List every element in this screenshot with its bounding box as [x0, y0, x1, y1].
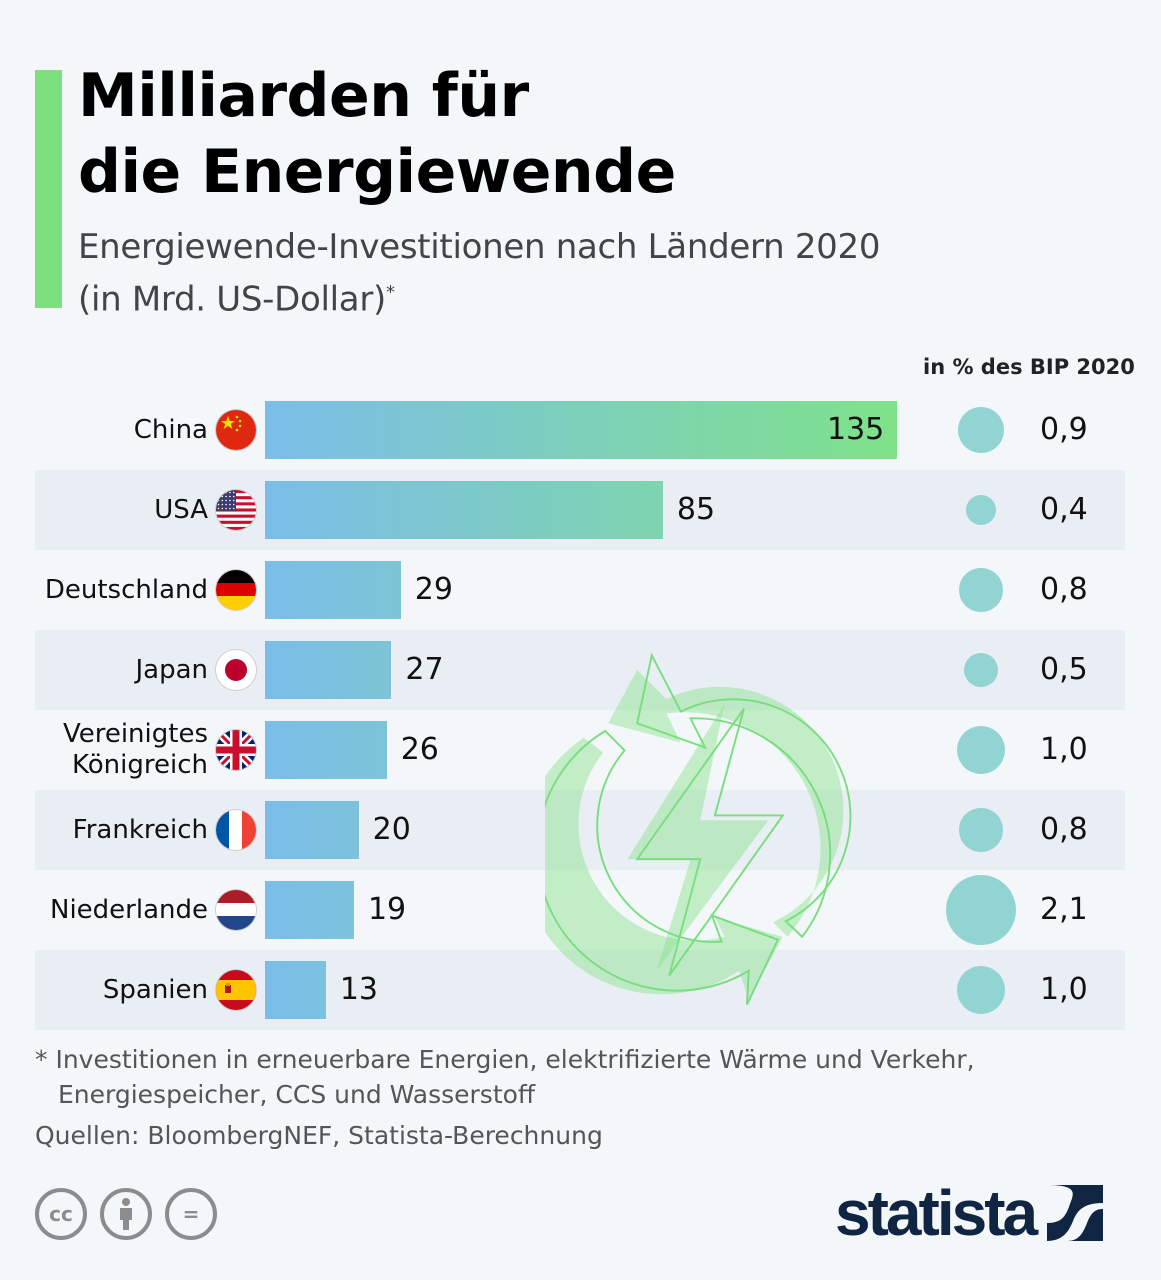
accent-bar — [35, 70, 62, 308]
country-label: Frankreich — [72, 814, 208, 845]
bar-value-label: 26 — [400, 732, 439, 767]
title-line-2: die Energiewende — [78, 137, 676, 207]
bar-value-label: 19 — [367, 892, 407, 927]
gdp-percent-label: 2,1 — [1040, 892, 1088, 927]
cc-label: cc — [49, 1202, 73, 1226]
gdp-percent-header: in % des BIP 2020 — [923, 355, 1135, 379]
subtitle-footnote-marker: * — [385, 282, 395, 303]
country-label: Japan — [135, 654, 208, 685]
bar-value-label: 29 — [414, 572, 453, 607]
no-derivatives-icon[interactable]: = — [165, 1188, 217, 1240]
gdp-percent-bubble — [959, 808, 1003, 852]
bar[interactable] — [265, 481, 663, 539]
gdp-percent-label: 0,5 — [1040, 652, 1088, 687]
country-label: Spanien — [102, 974, 208, 1005]
gdp-percent-bubble — [958, 407, 1004, 453]
gdp-percent-label: 0,8 — [1040, 572, 1088, 607]
source-text: Quellen: BloombergNEF, Statista-Berechnu… — [35, 1121, 603, 1150]
title-line-1: Milliarden für — [78, 61, 529, 131]
gdp-percent-label: 1,0 — [1040, 972, 1088, 1007]
footnote-line-2: Energiespeicher, CCS und Wasserstoff — [58, 1080, 536, 1109]
subtitle: Energiewende-Investitionen nach Ländern … — [78, 224, 880, 322]
bar[interactable] — [265, 801, 359, 859]
gdp-percent-label: 0,4 — [1040, 492, 1088, 527]
gdp-percent-label: 0,8 — [1040, 812, 1088, 847]
page-title: Milliarden für die Energiewende — [78, 58, 676, 210]
person-icon — [120, 1198, 132, 1230]
uk-flag-icon — [216, 730, 256, 770]
logo-text: statista — [835, 1177, 1038, 1249]
footnote: * Investitionen in erneuerbare Energien,… — [35, 1042, 975, 1112]
gdp-percent-bubble — [959, 568, 1003, 612]
gdp-percent-bubble — [946, 875, 1016, 945]
bar[interactable] — [265, 961, 326, 1019]
bar-value-label: 13 — [339, 972, 379, 1007]
spain-flag-icon — [216, 970, 256, 1010]
gdp-percent-bubble — [963, 652, 999, 688]
gdp-percent-bubble — [965, 494, 997, 526]
country-label: USA — [154, 494, 208, 525]
country-label: Deutschland — [44, 574, 208, 605]
statista-logo-mark-icon — [1047, 1185, 1104, 1241]
statista-logo[interactable]: statista — [835, 1177, 1104, 1249]
bar-value-label: 135 — [827, 412, 885, 447]
country-label: Niederlande — [50, 894, 208, 925]
bar[interactable] — [265, 401, 897, 459]
netherlands-flag-icon — [216, 890, 256, 930]
gdp-percent-bubble — [956, 725, 1006, 775]
country-label: China — [133, 414, 208, 445]
france-flag-icon — [216, 810, 256, 850]
gdp-percent-label: 1,0 — [1040, 732, 1088, 767]
bar[interactable] — [265, 881, 354, 939]
cc-icon[interactable]: cc — [35, 1188, 87, 1240]
bar-value-label: 85 — [676, 492, 716, 527]
bar[interactable] — [265, 641, 392, 699]
bar-value-label: 20 — [372, 812, 411, 847]
nd-label: = — [182, 1202, 200, 1226]
attribution-icon[interactable] — [100, 1188, 152, 1240]
subtitle-line-1: Energiewende-Investitionen nach Ländern … — [78, 227, 881, 267]
footnote-line-1: * Investitionen in erneuerbare Energien,… — [35, 1045, 975, 1074]
license-icons: cc = — [35, 1188, 217, 1240]
bar[interactable] — [265, 561, 401, 619]
gdp-percent-label: 0,9 — [1040, 412, 1088, 447]
bar-value-label: 27 — [405, 652, 444, 687]
subtitle-line-2: (in Mrd. US-Dollar) — [78, 279, 386, 320]
germany-flag-icon — [216, 570, 256, 610]
country-label: Vereinigtes Königreich — [62, 719, 208, 780]
bar-chart: China 135 0,9 USA 85 0,4 Deutschland 29 0,8 Japan… — [35, 401, 1125, 1030]
japan-flag-icon — [216, 650, 256, 690]
gdp-percent-bubble — [956, 965, 1006, 1015]
bar[interactable] — [265, 721, 387, 779]
china-flag-icon — [216, 410, 256, 450]
usa-flag-icon — [216, 490, 256, 530]
renewable-energy-watermark-icon — [545, 652, 852, 1006]
